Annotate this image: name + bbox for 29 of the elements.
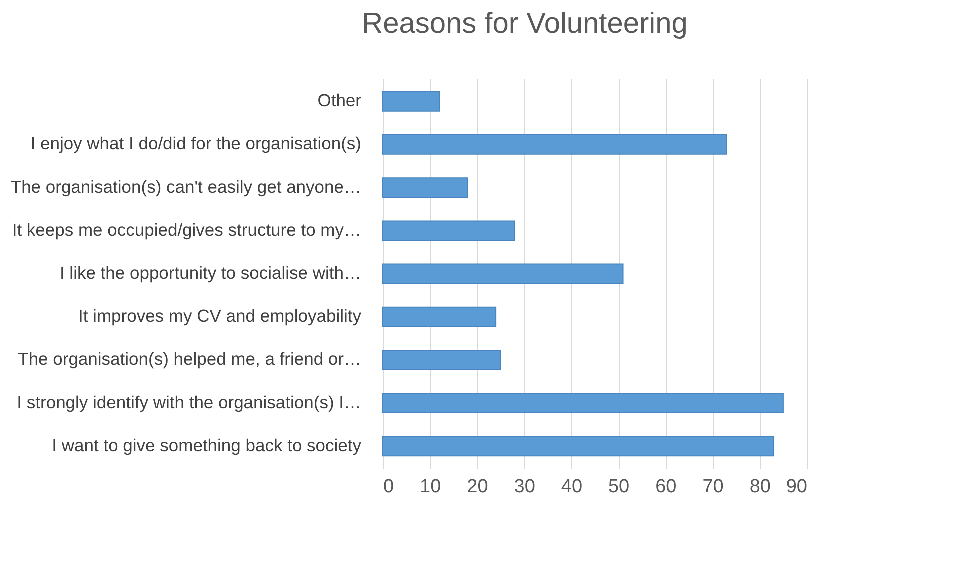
x-tick-label: 20 <box>467 476 488 498</box>
y-tick-label: It improves my CV and employability <box>78 306 362 326</box>
y-tick-label: I like the opportunity to socialise with… <box>60 263 362 283</box>
bar <box>382 264 624 284</box>
x-tick-label: 70 <box>702 476 724 498</box>
y-tick-label: It keeps me occupied/gives structure to my… <box>12 220 362 240</box>
y-tick-label: I enjoy what I do/did for the organisation(s) <box>30 134 362 154</box>
y-tick-label: Other <box>318 90 362 111</box>
bar <box>382 350 502 370</box>
bar <box>382 134 728 155</box>
x-tick-label: 80 <box>750 476 771 498</box>
x-tick-label: 30 <box>514 476 536 498</box>
x-tick-label: 40 <box>561 476 583 498</box>
y-tick-label: I strongly identify with the organisation(s) I… <box>17 392 362 412</box>
bar <box>382 306 497 328</box>
x-tick-label: 90 <box>786 476 808 498</box>
bar <box>382 220 516 242</box>
x-tick-label: 0 <box>384 476 394 498</box>
x-tick-label: 60 <box>656 476 677 498</box>
x-tick-label: 10 <box>420 476 442 498</box>
bar <box>382 91 440 112</box>
x-tick-label: 50 <box>608 476 630 498</box>
bar <box>382 436 775 457</box>
bar <box>382 393 784 414</box>
y-tick-label: The organisation(s) can't easily get anyone… <box>10 176 362 197</box>
y-tick-label: The organisation(s) helped me, a friend or… <box>18 349 362 370</box>
y-tick-label: I want to give something back to society <box>52 435 362 456</box>
bar <box>382 178 468 198</box>
chart-title: Reasons for Volunteering <box>362 8 688 40</box>
